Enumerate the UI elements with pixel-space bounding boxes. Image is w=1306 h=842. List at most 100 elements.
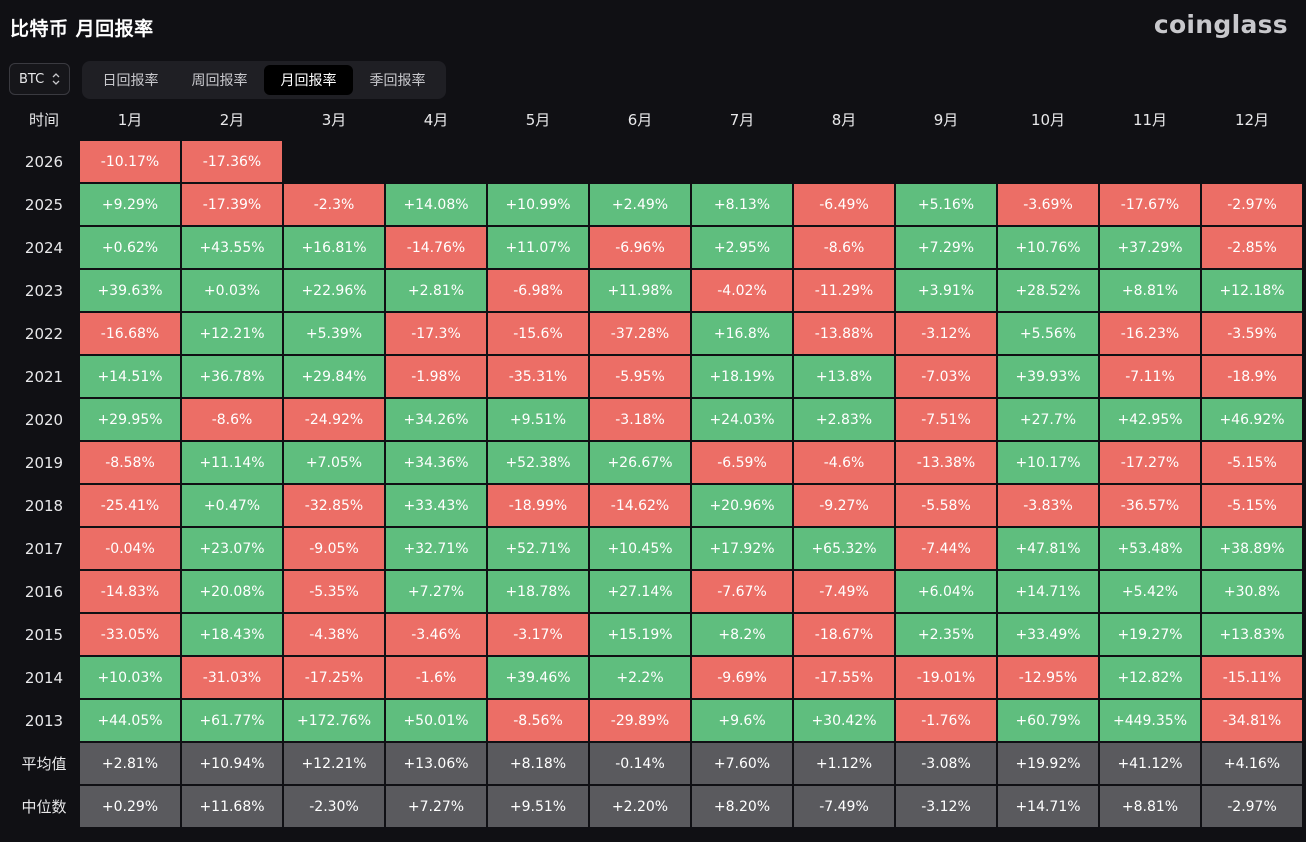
return-cell: +10.99% (488, 184, 588, 225)
stat-cell: -2.97% (1202, 786, 1302, 827)
return-cell: +27.14% (590, 571, 690, 612)
return-cell: +9.6% (692, 700, 792, 741)
return-cell: -33.05% (80, 614, 180, 655)
return-cell: -7.11% (1100, 356, 1200, 397)
return-cell: +61.77% (182, 700, 282, 741)
return-cell: +52.38% (488, 442, 588, 483)
return-cell: +38.89% (1202, 528, 1302, 569)
stat-cell: +7.27% (386, 786, 486, 827)
return-cell: +10.03% (80, 657, 180, 698)
return-cell: -11.29% (794, 270, 894, 311)
stat-cell: +2.81% (80, 743, 180, 784)
tab-2[interactable]: 月回报率 (264, 65, 353, 95)
return-cell: +29.84% (284, 356, 384, 397)
return-cell: +12.21% (182, 313, 282, 354)
tab-0[interactable]: 日回报率 (102, 73, 159, 89)
return-cell: +18.78% (488, 571, 588, 612)
return-cell: +3.91% (896, 270, 996, 311)
return-cell: -9.05% (284, 528, 384, 569)
return-cell: -35.31% (488, 356, 588, 397)
return-cell: +65.32% (794, 528, 894, 569)
month-header: 2月 (219, 111, 245, 129)
month-header: 1月 (117, 111, 143, 129)
return-cell: +37.29% (1100, 227, 1200, 268)
return-cell: +5.39% (284, 313, 384, 354)
return-cell: +2.49% (590, 184, 690, 225)
tab-3[interactable]: 季回报率 (369, 73, 426, 89)
stat-cell: +1.12% (794, 743, 894, 784)
return-cell: -2.97% (1202, 184, 1302, 225)
month-header: 7月 (729, 111, 755, 129)
return-cell: +8.13% (692, 184, 792, 225)
return-cell: +14.08% (386, 184, 486, 225)
return-cell: +2.81% (386, 270, 486, 311)
month-header: 6月 (627, 111, 653, 129)
year-row: 2021 +14.51% +36.78% +29.84% -1.98% -35.31% -5… (0, 356, 1306, 397)
return-cell: -5.15% (1202, 442, 1302, 483)
year-label: 2017 (24, 539, 64, 558)
return-cell: -29.89% (590, 700, 690, 741)
return-cell: -17.67% (1100, 184, 1200, 225)
return-cell: +17.92% (692, 528, 792, 569)
return-cell: +14.71% (998, 571, 1098, 612)
return-cell: -17.3% (386, 313, 486, 354)
return-cell: -18.9% (1202, 356, 1302, 397)
month-header: 12月 (1234, 111, 1270, 129)
year-row: 2023 +39.63% +0.03% +22.96% +2.81% -6.98% +11.… (0, 270, 1306, 311)
stat-cell: +12.21% (284, 743, 384, 784)
year-label: 2025 (24, 195, 64, 214)
year-row: 2018 -25.41% +0.47% -32.85% +33.43% -18.99% -1… (0, 485, 1306, 526)
return-cell: +43.55% (182, 227, 282, 268)
return-cell: +16.81% (284, 227, 384, 268)
month-header: 11月 (1132, 111, 1168, 129)
year-row: 2019 -8.58% +11.14% +7.05% +34.36% +52.38% +26… (0, 442, 1306, 483)
return-cell: -18.99% (488, 485, 588, 526)
return-cell: +28.52% (998, 270, 1098, 311)
return-cell: +53.48% (1100, 528, 1200, 569)
return-cell: +13.83% (1202, 614, 1302, 655)
return-cell: +24.03% (692, 399, 792, 440)
return-cell: +15.19% (590, 614, 690, 655)
return-cell: -18.67% (794, 614, 894, 655)
return-cell: -6.49% (794, 184, 894, 225)
return-cell: +0.03% (182, 270, 282, 311)
year-row: 2015 -33.05% +18.43% -4.38% -3.46% -3.17% +15.… (0, 614, 1306, 655)
return-cell: -7.67% (692, 571, 792, 612)
return-cell: +172.76% (284, 700, 384, 741)
return-cell: +30.8% (1202, 571, 1302, 612)
stat-cell: -2.30% (284, 786, 384, 827)
tab-1[interactable]: 周回报率 (191, 73, 248, 89)
year-label: 2022 (24, 324, 64, 343)
stat-cell: +14.71% (998, 786, 1098, 827)
return-cell: -17.25% (284, 657, 384, 698)
return-cell: +11.98% (590, 270, 690, 311)
asset-select[interactable]: BTC (9, 63, 70, 95)
year-label: 2026 (24, 152, 64, 171)
return-cell: +12.18% (1202, 270, 1302, 311)
asset-select-value: BTC (19, 71, 45, 87)
return-cell: +44.05% (80, 700, 180, 741)
return-cell: +10.17% (998, 442, 1098, 483)
return-cell: +449.35% (1100, 700, 1200, 741)
return-cell: +19.27% (1100, 614, 1200, 655)
month-header: 5月 (525, 111, 551, 129)
return-cell: +20.96% (692, 485, 792, 526)
return-cell: -15.11% (1202, 657, 1302, 698)
stat-row: 中位数 +0.29% +11.68% -2.30% +7.27% +9.51% +2.20%… (0, 786, 1306, 827)
return-cell: -2.3% (284, 184, 384, 225)
return-cell: +60.79% (998, 700, 1098, 741)
return-cell: +2.83% (794, 399, 894, 440)
return-cell: +16.8% (692, 313, 792, 354)
year-row: 2024 +0.62% +43.55% +16.81% -14.76% +11.07% -6… (0, 227, 1306, 268)
month-header: 10月 (1030, 111, 1066, 129)
return-cell: -4.6% (794, 442, 894, 483)
return-period-tabs: 日回报率 周回报率 月回报率 季回报率 (82, 61, 446, 99)
return-cell: -3.69% (998, 184, 1098, 225)
return-cell: +20.08% (182, 571, 282, 612)
return-cell: -24.92% (284, 399, 384, 440)
month-header: 9月 (933, 111, 959, 129)
return-cell: +5.42% (1100, 571, 1200, 612)
stat-cell: +4.16% (1202, 743, 1302, 784)
return-cell: -34.81% (1202, 700, 1302, 741)
year-label: 2019 (24, 453, 64, 472)
